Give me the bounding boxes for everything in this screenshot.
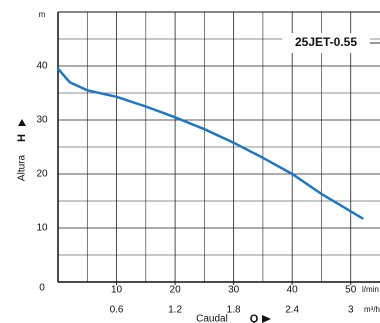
x-tick-label: 30 bbox=[228, 285, 240, 296]
x2-tick-label: 1.2 bbox=[168, 305, 182, 316]
x-tick-label: 20 bbox=[170, 285, 182, 296]
x-arrow bbox=[262, 315, 271, 323]
legend-box bbox=[282, 33, 370, 53]
y-tick-label: 40 bbox=[36, 61, 48, 72]
x-tick-label: 50 bbox=[345, 285, 357, 296]
x2-tick-label: 1.8 bbox=[227, 305, 241, 316]
y-tick-label: 10 bbox=[36, 223, 48, 234]
x-symbol: Q bbox=[250, 313, 259, 323]
y-axis-label: Altura H bbox=[16, 119, 28, 181]
x-label: Caudal bbox=[196, 314, 228, 323]
legend-label: 25JET-0.55 bbox=[295, 35, 357, 49]
x2-tick-label: 0.6 bbox=[110, 305, 124, 316]
y-arrow bbox=[18, 119, 26, 126]
y-tick-label: 20 bbox=[36, 169, 48, 180]
x-tick-label: 40 bbox=[287, 285, 299, 296]
y-symbol: H bbox=[16, 134, 28, 142]
y-tick-label: 30 bbox=[36, 115, 48, 126]
x-unit: l/min bbox=[362, 285, 379, 294]
x2-unit: m³/h bbox=[364, 305, 380, 314]
y-tick-label: 0 bbox=[39, 283, 45, 294]
x2-tick-label: 3 bbox=[348, 305, 354, 316]
y-label: Altura bbox=[17, 155, 28, 182]
y-unit: m bbox=[39, 10, 46, 19]
x-tick-label: 10 bbox=[111, 285, 123, 296]
curve bbox=[56, 67, 364, 220]
x2-tick-label: 2.4 bbox=[285, 305, 299, 316]
